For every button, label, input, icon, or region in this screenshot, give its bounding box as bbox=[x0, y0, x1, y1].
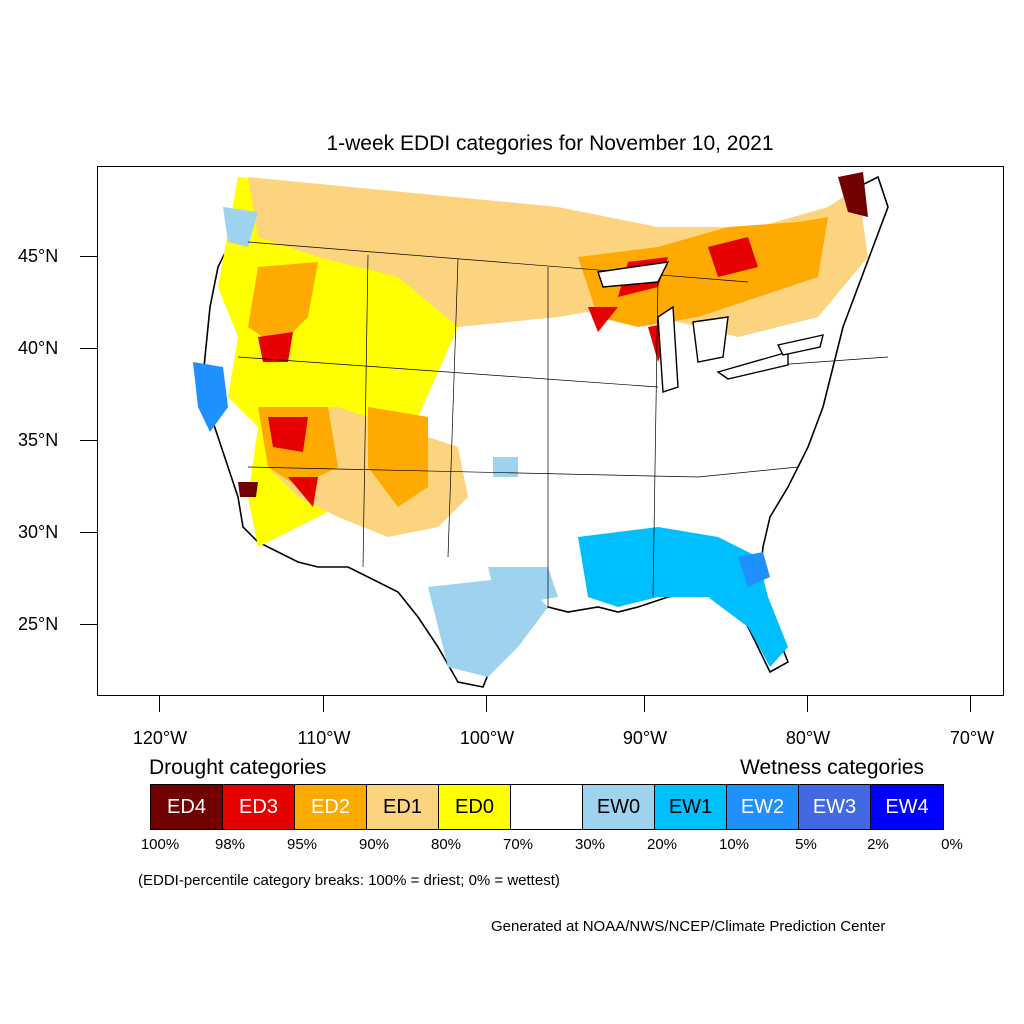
lat-label-30: 30°N bbox=[18, 522, 59, 542]
legend-ed2: ED2 bbox=[295, 785, 367, 829]
eddi-map bbox=[97, 166, 1004, 696]
lon-tick-90 bbox=[644, 696, 645, 712]
category-legend-bar: ED4 ED3 ED2 ED1 ED0 EW0 EW1 EW2 EW3 EW4 bbox=[150, 784, 944, 830]
lat-label-40: 40°N bbox=[18, 338, 59, 358]
legend-ew4: EW4 bbox=[871, 785, 943, 829]
lon-label-80: 80°W bbox=[785, 728, 831, 748]
lon-tick-80 bbox=[807, 696, 808, 712]
lon-label-110: 110°W bbox=[297, 728, 351, 748]
lon-label-90: 90°W bbox=[622, 728, 668, 748]
great-lakes bbox=[597, 261, 824, 393]
ed3-region-west bbox=[258, 332, 318, 507]
lat-tick-45 bbox=[80, 256, 97, 257]
break-90: 90% bbox=[358, 836, 390, 853]
break-2: 2% bbox=[867, 836, 889, 853]
credit-line: Generated at NOAA/NWS/NCEP/Climate Predi… bbox=[491, 918, 886, 935]
break-20: 20% bbox=[646, 836, 678, 853]
lon-label-120: 120°W bbox=[132, 728, 188, 748]
lat-tick-35 bbox=[80, 440, 97, 441]
legend-ed4: ED4 bbox=[151, 785, 223, 829]
break-5: 5% bbox=[795, 836, 817, 853]
break-70: 70% bbox=[502, 836, 534, 853]
lon-tick-100 bbox=[486, 696, 487, 712]
drought-heading: Drought categories bbox=[149, 756, 327, 779]
lat-tick-30 bbox=[80, 532, 97, 533]
map-title: 1-week EDDI categories for November 10, … bbox=[326, 132, 774, 155]
lat-label-25: 25°N bbox=[18, 614, 59, 634]
lat-tick-25 bbox=[80, 624, 97, 625]
legend-ed1: ED1 bbox=[367, 785, 439, 829]
wetness-heading: Wetness categories bbox=[740, 756, 925, 779]
lat-label-35: 35°N bbox=[18, 430, 59, 450]
lat-tick-40 bbox=[80, 348, 97, 349]
legend-ew2: EW2 bbox=[727, 785, 799, 829]
eddi-map-canvas bbox=[193, 172, 889, 688]
break-10: 10% bbox=[718, 836, 750, 853]
ed4-region-northeast bbox=[838, 172, 868, 217]
ew1-region-gulf bbox=[578, 527, 788, 667]
legend-ed3: ED3 bbox=[223, 785, 295, 829]
ew0-region-texas bbox=[428, 567, 558, 677]
lon-tick-70 bbox=[970, 696, 971, 712]
legend-ew0: EW0 bbox=[583, 785, 655, 829]
lon-tick-110 bbox=[323, 696, 324, 712]
lat-label-45: 45°N bbox=[18, 246, 59, 266]
legend-ew1: EW1 bbox=[655, 785, 727, 829]
break-80: 80% bbox=[430, 836, 462, 853]
category-note: (EDDI-percentile category breaks: 100% =… bbox=[138, 872, 560, 889]
legend-normal bbox=[511, 785, 583, 829]
break-0: 0% bbox=[941, 836, 963, 853]
lon-label-70: 70°W bbox=[949, 728, 995, 748]
lon-label-100: 100°W bbox=[459, 728, 515, 748]
ed4-region-southwest bbox=[238, 482, 258, 497]
ed2-region-north bbox=[578, 217, 828, 327]
lon-tick-120 bbox=[159, 696, 160, 712]
break-95: 95% bbox=[286, 836, 318, 853]
legend-ed0: ED0 bbox=[439, 785, 511, 829]
break-100: 100% bbox=[140, 836, 180, 853]
legend-ew3: EW3 bbox=[799, 785, 871, 829]
break-98: 98% bbox=[214, 836, 246, 853]
break-30: 30% bbox=[574, 836, 606, 853]
